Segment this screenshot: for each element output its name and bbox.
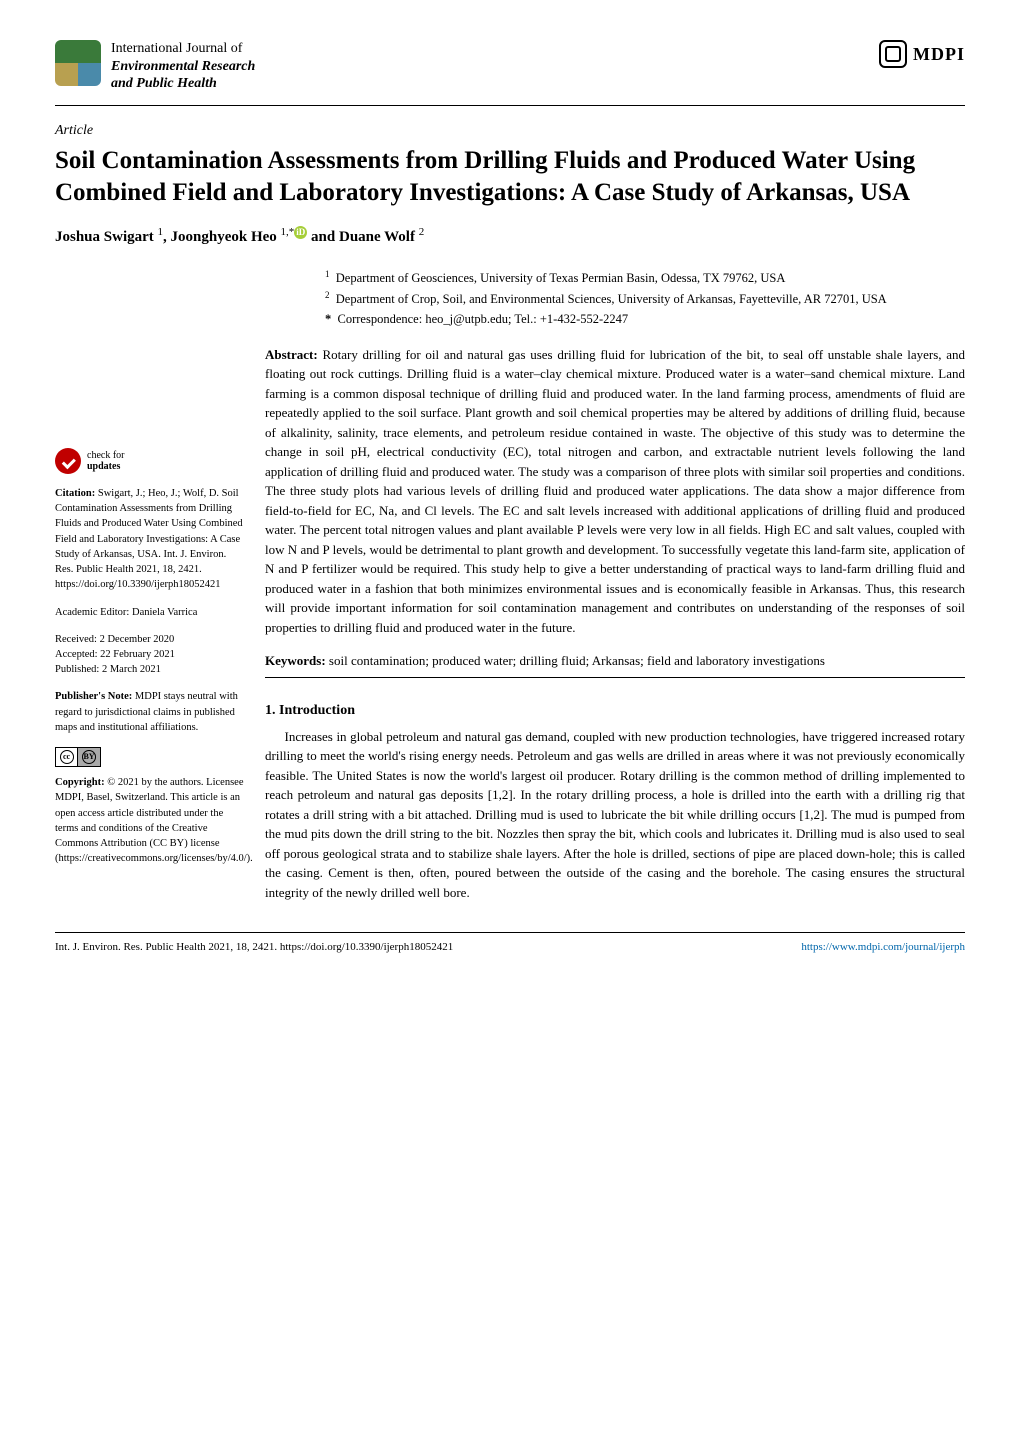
journal-icon — [55, 40, 101, 86]
editor-label: Academic Editor: — [55, 607, 129, 618]
received-date: Received: 2 December 2020 — [55, 632, 245, 647]
publisher-logo: MDPI — [879, 40, 965, 68]
pubnote-label: Publisher's Note: — [55, 691, 132, 702]
keywords: Keywords: soil contamination; produced w… — [265, 651, 965, 671]
citation-text: Swigart, J.; Heo, J.; Wolf, D. Soil Cont… — [55, 488, 243, 590]
publisher-name: MDPI — [913, 41, 965, 68]
affiliation-2: 2 Department of Crop, Soil, and Environm… — [325, 289, 965, 309]
check-for-updates[interactable]: check for updates — [55, 448, 245, 474]
affiliations: 1 Department of Geosciences, University … — [325, 268, 965, 329]
author-2-sup: 1, — [281, 226, 289, 238]
citation-block: Citation: Swigart, J.; Heo, J.; Wolf, D.… — [55, 486, 245, 593]
journal-name-line1: International Journal of — [111, 41, 242, 56]
author-3-sup: 2 — [419, 226, 425, 238]
header: International Journal of Environmental R… — [55, 40, 965, 93]
check-line2: updates — [87, 461, 120, 472]
sidebar: check for updates Citation: Swigart, J.;… — [55, 448, 245, 902]
keywords-label: Keywords: — [265, 653, 326, 668]
check-line1: check for — [87, 450, 124, 461]
section-1-body: Increases in global petroleum and natura… — [265, 727, 965, 903]
footer-right-link[interactable]: https://www.mdpi.com/journal/ijerph — [801, 939, 965, 956]
check-updates-icon — [55, 448, 81, 474]
correspondence: * Correspondence: heo_j@utpb.edu; Tel.: … — [325, 310, 965, 329]
cc-icon: cc — [60, 750, 74, 764]
header-rule — [55, 105, 965, 106]
journal-branding: International Journal of Environmental R… — [55, 40, 255, 93]
abstract-text: Rotary drilling for oil and natural gas … — [265, 347, 965, 635]
author-1: Joshua Swigart — [55, 229, 154, 245]
aff-2-text: Department of Crop, Soil, and Environmen… — [336, 292, 887, 306]
journal-name-line3: and Public Health — [111, 76, 217, 91]
article-title: Soil Contamination Assessments from Dril… — [55, 145, 965, 210]
author-3: Duane Wolf — [339, 229, 415, 245]
author-2: Joonghyeok Heo — [171, 229, 277, 245]
copyright-text: © 2021 by the authors. Licensee MDPI, Ba… — [55, 777, 253, 864]
mdpi-mark-icon — [879, 40, 907, 68]
section-1-para-1: Increases in global petroleum and natura… — [265, 727, 965, 903]
aff-1-text: Department of Geosciences, University of… — [336, 271, 786, 285]
authors: Joshua Swigart 1, Joonghyeok Heo 1,*iD a… — [55, 224, 965, 249]
keywords-text: soil contamination; produced water; dril… — [329, 653, 825, 668]
affiliation-1: 1 Department of Geosciences, University … — [325, 268, 965, 288]
main-content: 1 Department of Geosciences, University … — [265, 268, 965, 902]
page-footer: Int. J. Environ. Res. Public Health 2021… — [55, 932, 965, 956]
journal-name-line2: Environmental Research — [111, 59, 255, 74]
citation-label: Citation: — [55, 488, 95, 499]
author-1-sup: 1 — [158, 226, 164, 238]
accepted-date: Accepted: 22 February 2021 — [55, 647, 245, 662]
corr-mark: * — [325, 312, 331, 326]
by-icon: BY — [82, 750, 96, 764]
publisher-note-block: Publisher's Note: MDPI stays neutral wit… — [55, 689, 245, 735]
aff-1-num: 1 — [325, 269, 330, 279]
cc-license-badge[interactable]: cc BY — [55, 747, 245, 767]
section-1-heading: 1. Introduction — [265, 700, 965, 721]
orcid-icon[interactable]: iD — [294, 226, 307, 239]
published-date: Published: 2 March 2021 — [55, 662, 245, 677]
journal-name: International Journal of Environmental R… — [111, 40, 255, 93]
aff-2-num: 2 — [325, 290, 330, 300]
corr-text: Correspondence: heo_j@utpb.edu; Tel.: +1… — [338, 312, 629, 326]
footer-left: Int. J. Environ. Res. Public Health 2021… — [55, 939, 453, 956]
abstract-label: Abstract: — [265, 347, 318, 362]
editor-block: Academic Editor: Daniela Varrica — [55, 605, 245, 620]
article-type: Article — [55, 120, 965, 141]
copyright-block: Copyright: © 2021 by the authors. Licens… — [55, 775, 245, 866]
abstract: Abstract: Rotary drilling for oil and na… — [265, 345, 965, 638]
copyright-label: Copyright: — [55, 777, 105, 788]
check-updates-label: check for updates — [87, 450, 124, 472]
dates-block: Received: 2 December 2020 Accepted: 22 F… — [55, 632, 245, 678]
editor-name: Daniela Varrica — [132, 607, 197, 618]
keywords-rule — [265, 677, 965, 678]
